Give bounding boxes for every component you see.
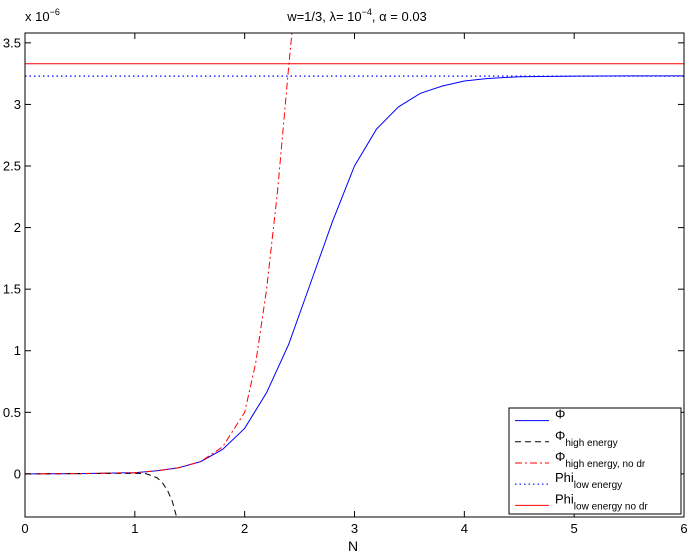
legend-label-sub-1: high energy <box>565 438 617 449</box>
legend-label-base-4: Phi <box>555 491 574 506</box>
legend-label-base-2: Φ <box>555 449 565 464</box>
series-line-2 <box>25 33 293 475</box>
legend-label-sub-4: low energy no dr <box>574 501 649 512</box>
series-group <box>25 33 684 517</box>
x-tick-label-3: 3 <box>351 521 358 536</box>
legend-label-base-0: Φ <box>555 407 565 422</box>
y-tick-label-1: 0.5 <box>3 405 21 420</box>
y-scale-exp: −6 <box>50 7 60 17</box>
legend-box <box>508 407 682 515</box>
legend-label-sub-3: low energy <box>574 480 622 491</box>
x-tick-label-5: 5 <box>571 521 578 536</box>
y-scale-label: x 10−6 <box>25 7 60 24</box>
chart-title-pre: w=1/3, λ= 10 <box>286 9 361 24</box>
y-tick-label-3: 1.5 <box>3 282 21 297</box>
legend-label-1: Φhigh energy <box>555 428 618 449</box>
chart-title-exp: −4 <box>362 7 372 17</box>
x-tick-label-0: 0 <box>21 521 28 536</box>
series-line-1 <box>25 472 178 517</box>
x-tick-label-6: 6 <box>680 521 687 536</box>
y-tick-label-4: 2 <box>14 220 21 235</box>
legend-label-3: Philow energy <box>555 470 622 491</box>
y-tick-label-5: 2.5 <box>3 159 21 174</box>
legend-label-base-1: Φ <box>555 428 565 443</box>
y-tick-label-7: 3.5 <box>3 35 21 50</box>
y-scale-pre: x 10 <box>25 9 50 24</box>
x-tick-label-1: 1 <box>131 521 138 536</box>
legend-label-sub-2: high energy, no dr <box>565 459 646 470</box>
chart-title: w=1/3, λ= 10−4, α = 0.03 <box>286 7 427 24</box>
legend-label-2: Φhigh energy, no dr <box>555 449 646 470</box>
x-axis-label: N <box>348 538 358 554</box>
y-tick-label-6: 3 <box>14 97 21 112</box>
y-tick-label-2: 1 <box>14 343 21 358</box>
x-tick-label-4: 4 <box>461 521 468 536</box>
legend-label-0: Φ <box>555 407 565 422</box>
y-tick-label-0: 0 <box>14 466 21 481</box>
legend-label-base-3: Phi <box>555 470 574 485</box>
x-tick-label-2: 2 <box>241 521 248 536</box>
legend-label-4: Philow energy no dr <box>555 491 648 512</box>
chart-title-post: , α = 0.03 <box>372 9 427 24</box>
